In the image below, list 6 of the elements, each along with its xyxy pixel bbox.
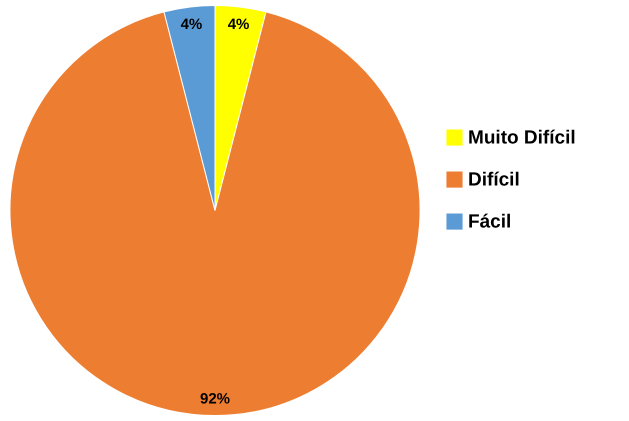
legend-label: Muito Difícil bbox=[468, 128, 576, 148]
data-label: 4% bbox=[180, 16, 202, 33]
data-label: 4% bbox=[228, 16, 250, 33]
legend-label: Difícil bbox=[468, 170, 520, 190]
legend-label: Fácil bbox=[468, 212, 512, 232]
data-label: 92% bbox=[200, 390, 230, 408]
